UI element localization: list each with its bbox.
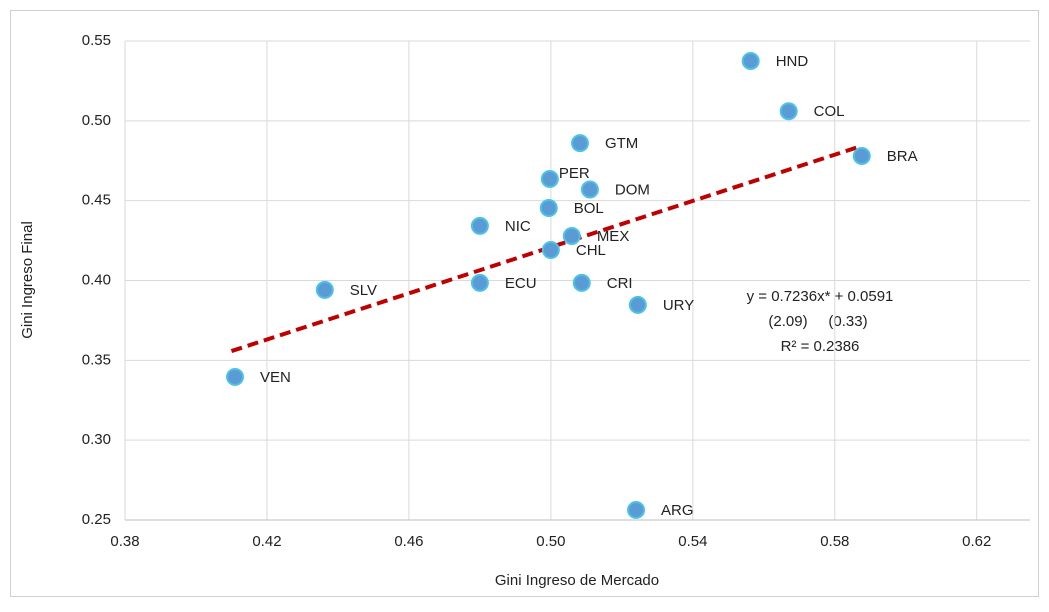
point-label: BRA: [887, 148, 918, 165]
point: [470, 216, 489, 235]
point-label: CHL: [576, 242, 606, 259]
point-label: URY: [663, 297, 694, 314]
y-tick-label: 0.55: [82, 32, 111, 49]
point: [539, 199, 558, 218]
y-tick-label: 0.30: [82, 431, 111, 448]
point: [580, 180, 599, 199]
point: [627, 500, 646, 519]
y-tick-label: 0.35: [82, 351, 111, 368]
y-tick-label: 0.50: [82, 112, 111, 129]
x-tick-label: 0.58: [820, 533, 849, 550]
x-tick-label: 0.62: [962, 533, 991, 550]
point: [628, 295, 647, 314]
point: [852, 146, 871, 165]
annotation: (2.09) (0.33): [768, 313, 867, 330]
point: [540, 169, 559, 188]
x-tick-label: 0.46: [394, 533, 423, 550]
point: [779, 102, 798, 121]
point: [315, 280, 334, 299]
y-axis-label: Gini Ingreso Final: [19, 221, 36, 339]
point-label: DOM: [615, 181, 650, 198]
point: [570, 134, 589, 153]
x-tick-label: 0.42: [252, 533, 281, 550]
point: [562, 226, 581, 245]
point-label: ARG: [661, 502, 694, 519]
point-label: GTM: [605, 135, 638, 152]
point-label: CRI: [607, 275, 633, 292]
point: [470, 273, 489, 292]
chart-border: [10, 10, 1039, 597]
point-label: COL: [814, 103, 845, 120]
point-label: BOL: [574, 200, 604, 217]
point: [541, 241, 560, 260]
x-tick-label: 0.54: [678, 533, 707, 550]
point-label: VEN: [260, 369, 291, 386]
annotation: y = 0.7236x* + 0.0591: [747, 288, 894, 305]
point-label: ECU: [505, 275, 537, 292]
y-tick-label: 0.25: [82, 511, 111, 528]
point: [741, 51, 760, 70]
point: [226, 367, 245, 386]
point-label: HND: [776, 53, 809, 70]
point-label: SLV: [350, 282, 377, 299]
point-label: PER: [559, 165, 590, 182]
x-tick-label: 0.38: [110, 533, 139, 550]
point: [572, 273, 591, 292]
annotation: R² = 0.2386: [781, 338, 860, 355]
x-tick-label: 0.50: [536, 533, 565, 550]
point-label: MEX: [597, 228, 630, 245]
y-tick-label: 0.45: [82, 192, 111, 209]
x-axis-label: Gini Ingreso de Mercado: [495, 572, 659, 589]
y-tick-label: 0.40: [82, 271, 111, 288]
point-label: NIC: [505, 218, 531, 235]
